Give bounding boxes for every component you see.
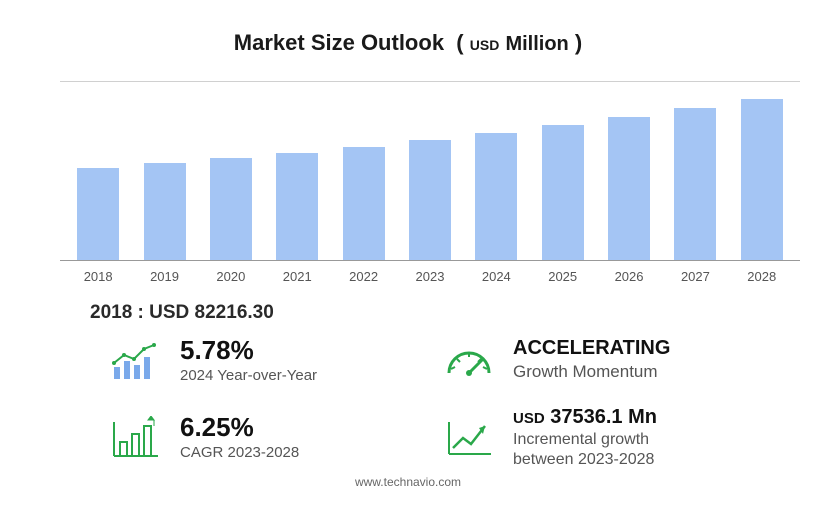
infographic-container: Market Size Outlook ( USD Million ) 2018… (0, 0, 816, 528)
growth-chart-icon (110, 339, 162, 381)
trend-arrow-icon (443, 416, 495, 458)
bar (276, 153, 318, 260)
metric-momentum: ACCELERATING Growth Momentum (443, 336, 766, 384)
x-tick-label: 2018 (77, 269, 119, 284)
metric-yoy: 5.78% 2024 Year-over-Year (110, 336, 433, 384)
bar (210, 158, 252, 260)
bars-group (60, 82, 800, 260)
incremental-value: USD 37536.1 Mn (513, 406, 657, 429)
x-tick-label: 2025 (542, 269, 584, 284)
metric-yoy-text: 5.78% 2024 Year-over-Year (180, 336, 317, 384)
x-axis: 2018 2019 2020 2021 2022 2023 2024 2025 2026 2027… (60, 269, 800, 284)
bar (741, 99, 783, 260)
bar (144, 163, 186, 260)
metric-cagr-text: 6.25% CAGR 2023-2028 (180, 413, 299, 461)
title-currency: USD (470, 37, 500, 53)
title-paren: ( USD Million ) (450, 30, 582, 55)
x-tick-label: 2027 (674, 269, 716, 284)
yoy-value: 5.78% (180, 336, 317, 365)
bar (542, 125, 584, 260)
chart-title: Market Size Outlook ( USD Million ) (20, 30, 796, 56)
x-tick-label: 2028 (741, 269, 783, 284)
x-tick-label: 2021 (276, 269, 318, 284)
title-main: Market Size Outlook (234, 30, 444, 55)
x-tick-label: 2019 (144, 269, 186, 284)
incremental-label-2: between 2023-2028 (513, 451, 657, 469)
metric-cagr: 6.25% CAGR 2023-2028 (110, 406, 433, 469)
title-unit: Million (505, 33, 568, 55)
momentum-label: Growth Momentum (513, 362, 670, 382)
metrics-grid: 5.78% 2024 Year-over-Year ACCELERATING (20, 336, 796, 469)
bar-spark-icon (110, 416, 162, 458)
x-tick-label: 2022 (343, 269, 385, 284)
yoy-label: 2024 Year-over-Year (180, 367, 317, 384)
footer-source: www.technavio.com (20, 475, 796, 489)
metric-incremental: USD 37536.1 Mn Incremental growth betwee… (443, 406, 766, 469)
cagr-value: 6.25% (180, 413, 299, 442)
gauge-icon (443, 339, 495, 381)
incremental-currency: USD (513, 410, 545, 427)
cagr-label: CAGR 2023-2028 (180, 444, 299, 461)
bar (409, 140, 451, 260)
baseline-label: 2018 : USD 82216.30 (90, 302, 796, 324)
x-tick-label: 2026 (608, 269, 650, 284)
bar (77, 168, 119, 260)
bar (674, 108, 716, 260)
bar (343, 147, 385, 260)
bar-chart (60, 81, 800, 261)
metric-momentum-text: ACCELERATING Growth Momentum (513, 337, 670, 382)
incremental-number: 37536.1 Mn (550, 406, 657, 428)
incremental-label-1: Incremental growth (513, 431, 657, 449)
bar (608, 117, 650, 260)
x-tick-label: 2024 (475, 269, 517, 284)
momentum-title: ACCELERATING (513, 337, 670, 360)
x-tick-label: 2023 (409, 269, 451, 284)
bar (475, 133, 517, 260)
x-tick-label: 2020 (210, 269, 252, 284)
metric-incremental-text: USD 37536.1 Mn Incremental growth betwee… (513, 406, 657, 469)
